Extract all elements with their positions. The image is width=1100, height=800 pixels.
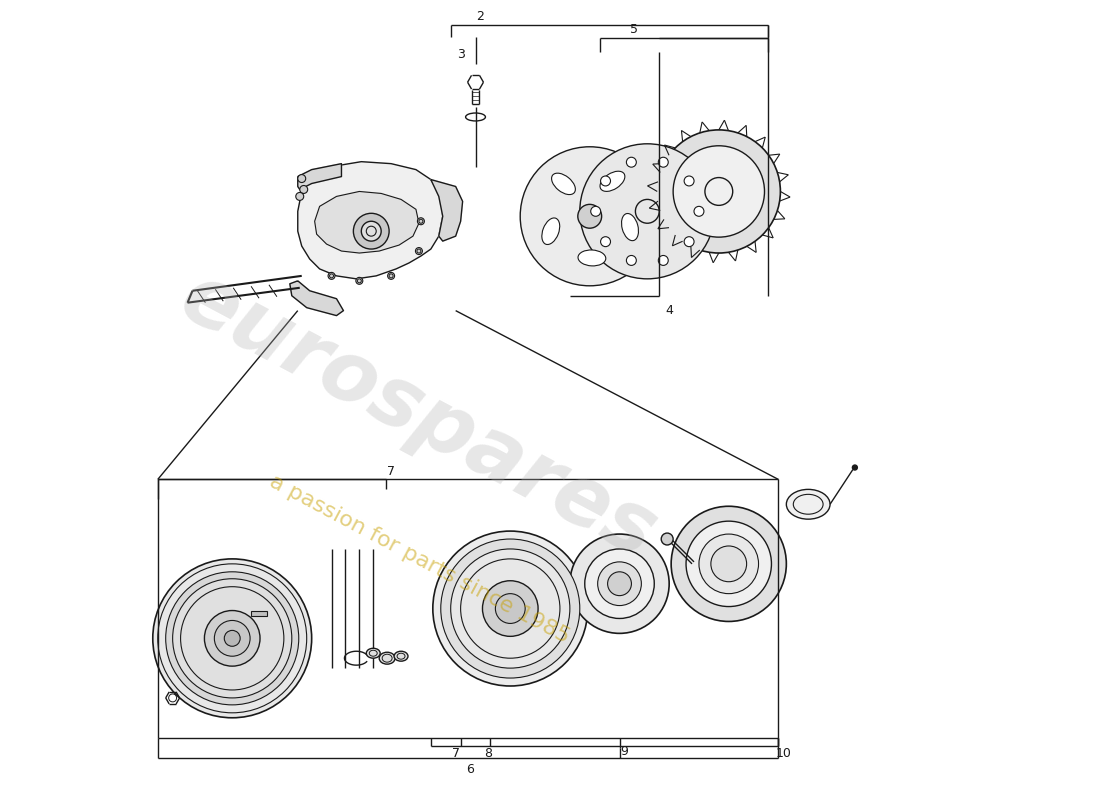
Bar <box>251 610 267 617</box>
Circle shape <box>416 247 422 254</box>
Circle shape <box>578 204 602 228</box>
Text: a passion for parts since 1985: a passion for parts since 1985 <box>265 471 572 646</box>
Circle shape <box>353 214 389 249</box>
Circle shape <box>626 158 636 167</box>
Circle shape <box>166 572 299 705</box>
Ellipse shape <box>394 651 408 661</box>
Circle shape <box>299 186 308 194</box>
Circle shape <box>673 146 764 237</box>
Circle shape <box>580 144 715 279</box>
Circle shape <box>658 158 668 167</box>
Circle shape <box>591 206 601 216</box>
Text: 3: 3 <box>456 48 464 61</box>
Circle shape <box>607 572 631 596</box>
Circle shape <box>356 278 363 284</box>
Circle shape <box>684 176 694 186</box>
Circle shape <box>658 255 668 266</box>
Circle shape <box>520 146 659 286</box>
Circle shape <box>441 539 580 678</box>
Circle shape <box>658 130 780 253</box>
Text: 7: 7 <box>452 747 460 760</box>
Circle shape <box>417 218 425 225</box>
Circle shape <box>432 531 587 686</box>
Text: 9: 9 <box>620 745 628 758</box>
Polygon shape <box>315 191 419 253</box>
Ellipse shape <box>379 652 395 664</box>
Circle shape <box>694 206 704 216</box>
Text: 4: 4 <box>666 304 673 317</box>
Circle shape <box>686 521 771 606</box>
Circle shape <box>173 578 292 698</box>
Circle shape <box>698 534 759 594</box>
Circle shape <box>495 594 525 623</box>
Circle shape <box>296 193 304 200</box>
Circle shape <box>601 176 610 186</box>
Circle shape <box>205 610 260 666</box>
Ellipse shape <box>366 648 381 658</box>
Circle shape <box>451 549 570 668</box>
Circle shape <box>328 272 336 279</box>
Circle shape <box>661 533 673 545</box>
Polygon shape <box>298 164 341 190</box>
Circle shape <box>601 237 610 246</box>
Polygon shape <box>298 162 442 279</box>
Text: 6: 6 <box>466 763 474 776</box>
Circle shape <box>626 255 636 266</box>
Circle shape <box>483 581 538 636</box>
Circle shape <box>153 559 311 718</box>
Circle shape <box>570 534 669 634</box>
Ellipse shape <box>600 171 625 191</box>
Ellipse shape <box>578 250 606 266</box>
Circle shape <box>387 272 395 279</box>
Circle shape <box>852 465 857 470</box>
Ellipse shape <box>621 214 638 241</box>
Ellipse shape <box>786 490 830 519</box>
Ellipse shape <box>542 218 560 245</box>
Circle shape <box>597 562 641 606</box>
Circle shape <box>298 174 306 182</box>
Circle shape <box>684 237 694 246</box>
Circle shape <box>711 546 747 582</box>
Circle shape <box>585 549 654 618</box>
Text: 2: 2 <box>476 10 484 23</box>
Circle shape <box>671 506 786 622</box>
Circle shape <box>361 222 382 241</box>
Text: eurospares: eurospares <box>167 257 671 575</box>
Circle shape <box>224 630 240 646</box>
Circle shape <box>214 621 250 656</box>
Text: 8: 8 <box>484 747 493 760</box>
Ellipse shape <box>551 173 575 194</box>
Text: 5: 5 <box>630 23 638 36</box>
Polygon shape <box>431 179 463 241</box>
Text: 10: 10 <box>776 747 791 760</box>
Polygon shape <box>289 281 343 315</box>
Text: 7: 7 <box>387 465 395 478</box>
